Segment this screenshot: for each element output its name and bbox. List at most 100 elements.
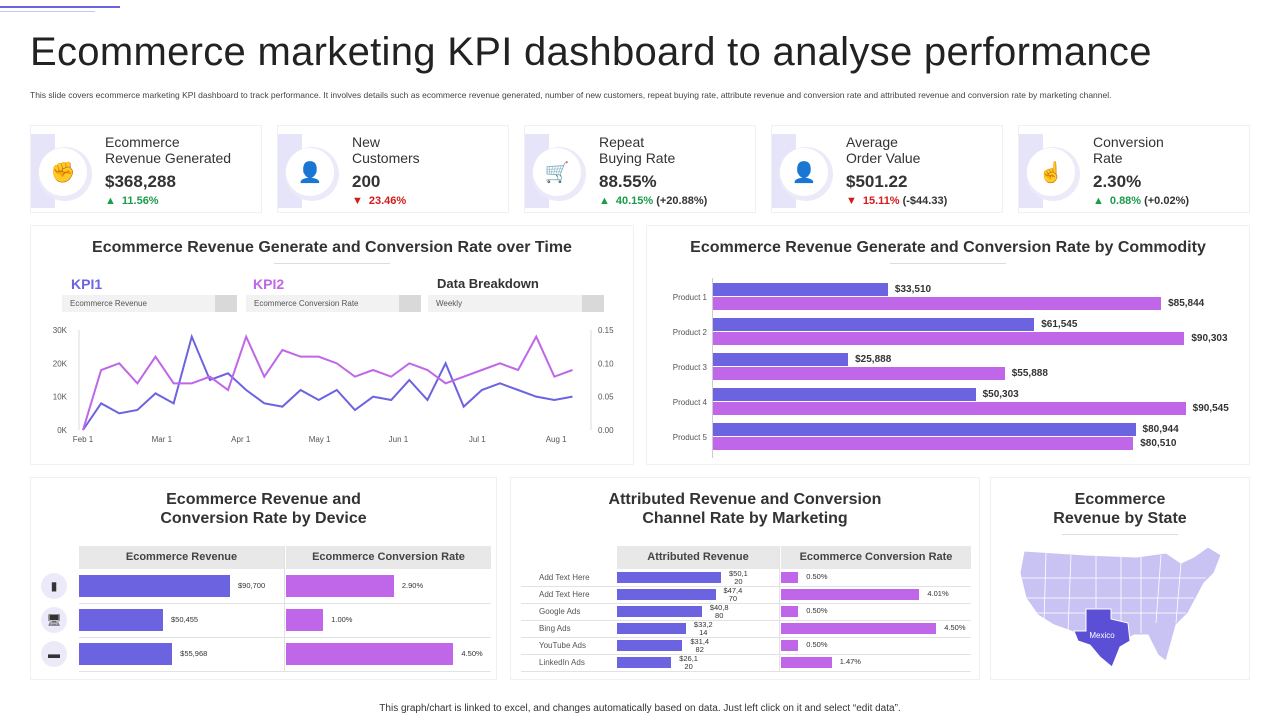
panel-title: Ecommerce Revenue Generate and Conversio… <box>690 239 1206 256</box>
kpi-title: Conversion Rate <box>1093 134 1164 166</box>
marketing-bar-chart: Attributed Revenue Ecommerce Conversion R… <box>511 478 981 681</box>
state-label: Mexico <box>1089 631 1115 640</box>
panel-title-line1: Ecommerce <box>1074 491 1166 508</box>
bar[interactable] <box>781 640 799 651</box>
category-label: Product 3 <box>672 363 707 372</box>
kpi-value: $368,288 <box>105 172 176 191</box>
channel-label: Add Text Here <box>539 573 590 582</box>
bar[interactable] <box>286 575 394 597</box>
bar-label: 0.50% <box>806 606 828 615</box>
bar[interactable] <box>713 318 1035 331</box>
texas-state-highlight[interactable] <box>1073 608 1131 668</box>
bar[interactable] <box>781 606 799 617</box>
bar-label: $90,545 <box>1192 403 1229 414</box>
row-divider <box>79 637 491 638</box>
bar-label: $50,1 20 <box>729 568 748 586</box>
bar[interactable] <box>617 589 716 600</box>
bar[interactable] <box>713 437 1134 450</box>
row-divider <box>521 671 971 672</box>
y-right-tick: 0.05 <box>598 393 614 402</box>
bar[interactable] <box>617 623 686 634</box>
bar[interactable] <box>713 353 849 366</box>
breakdown-label: Data Breakdown <box>437 276 539 291</box>
column-divider <box>284 546 285 671</box>
bar[interactable] <box>617 572 721 583</box>
bar[interactable] <box>713 297 1162 310</box>
bar-label: $33,2 14 <box>693 619 713 637</box>
bar[interactable] <box>286 643 454 665</box>
bar[interactable] <box>713 402 1186 415</box>
bar-label: $90,303 <box>1191 333 1228 344</box>
kpi-change-percent: 23.46% <box>368 195 407 207</box>
panel-title-line2: Conversion Rate by Device <box>160 510 367 527</box>
column-header: Attributed Revenue <box>617 546 779 569</box>
bar[interactable] <box>781 657 832 668</box>
arrow-down-icon: ▼ <box>352 195 363 207</box>
kpi-change: ▲ 40.15% (+20.88%) <box>599 195 707 207</box>
bar[interactable] <box>713 388 976 401</box>
column-header: Ecommerce Conversion Rate <box>781 546 971 569</box>
category-label: Product 4 <box>672 398 707 407</box>
kpi-card: 👤 Average Order Value $501.22 ▼ 15.11% (-$44.… <box>771 125 1003 213</box>
kpi-change-percent: 11.56% <box>121 195 159 207</box>
dropdown-button[interactable] <box>399 295 421 312</box>
hand-holding-user-icon: 👤 <box>286 148 334 196</box>
bar-label: 1.00% <box>331 614 353 624</box>
row-divider <box>521 586 971 587</box>
kpi2-select[interactable]: Ecommerce Conversion Rate <box>246 295 421 312</box>
bar[interactable] <box>79 643 173 665</box>
bar-label: $33,510 <box>894 284 932 295</box>
x-tick: Aug 1 <box>546 435 567 444</box>
channel-label: Bing Ads <box>539 624 571 633</box>
dropdown-button[interactable] <box>582 295 604 312</box>
breakdown-select[interactable]: Weekly <box>428 295 604 312</box>
x-tick: Apr 1 <box>231 435 251 444</box>
bar[interactable] <box>79 609 163 631</box>
bar[interactable] <box>781 589 920 600</box>
row-divider <box>79 671 491 672</box>
x-tick: Mar 1 <box>152 435 173 444</box>
accent-line-thin <box>0 11 95 12</box>
bar-label: $80,510 <box>1140 438 1177 449</box>
bar[interactable] <box>713 367 1005 380</box>
kpi-value: 2.30% <box>1093 172 1142 191</box>
kpi-change-abs: (-$44.33) <box>902 195 948 207</box>
bar[interactable] <box>79 575 230 597</box>
bar[interactable] <box>713 332 1185 345</box>
page-title: Ecommerce marketing KPI dashboard to ana… <box>30 30 1152 74</box>
bar-label: $55,968 <box>180 648 208 658</box>
bar[interactable] <box>617 606 702 617</box>
row-divider <box>79 603 491 604</box>
marketing-panel: Attributed Revenue and Conversion Channe… <box>510 477 980 680</box>
kpi-card: 🛒 Repeat Buying Rate 88.55% ▲ 40.15% (+20.88%… <box>524 125 756 213</box>
bar[interactable] <box>286 609 324 631</box>
bar-label: $90,700 <box>238 580 266 590</box>
router-icon: ▬ <box>41 641 67 667</box>
bar-label: $47,4 70 <box>723 585 743 603</box>
bar[interactable] <box>713 423 1136 436</box>
line-chart: 0K 10K 20K 30K 0.00 0.05 0.10 0.15 Feb 1 Mar 1 Apr… <box>53 326 614 444</box>
bar[interactable] <box>617 657 672 668</box>
dropdown-button[interactable] <box>215 295 237 312</box>
touch-screen-icon: ☝ <box>1027 148 1075 196</box>
kpi-card: 👤 New Customers 200 ▼ 23.46% <box>277 125 509 213</box>
arrow-up-icon: ▲ <box>1093 195 1104 207</box>
bar-label: $25,888 <box>855 354 892 365</box>
panel-title-line2: Revenue by State <box>1053 510 1187 527</box>
title-divider <box>1062 534 1178 535</box>
hand-raised-arrows-icon: ✊ <box>39 148 87 196</box>
bar[interactable] <box>781 623 937 634</box>
channel-label: Add Text Here <box>539 590 590 599</box>
bar[interactable] <box>617 640 683 651</box>
kpi-value: 200 <box>352 172 381 191</box>
kpi-change-percent: 15.11% <box>862 195 900 207</box>
kpi1-select[interactable]: Ecommerce Revenue <box>62 295 237 312</box>
bar-label: $55,888 <box>1011 368 1048 379</box>
kpi-title: Repeat Buying Rate <box>599 134 676 166</box>
bar[interactable] <box>713 283 888 296</box>
bar-label: $40,8 80 <box>709 602 729 620</box>
kpi-title: New Customers <box>352 134 420 166</box>
bar[interactable] <box>781 572 799 583</box>
title-divider <box>274 263 390 264</box>
page-subtitle: This slide covers ecommerce marketing KP… <box>30 90 1112 100</box>
